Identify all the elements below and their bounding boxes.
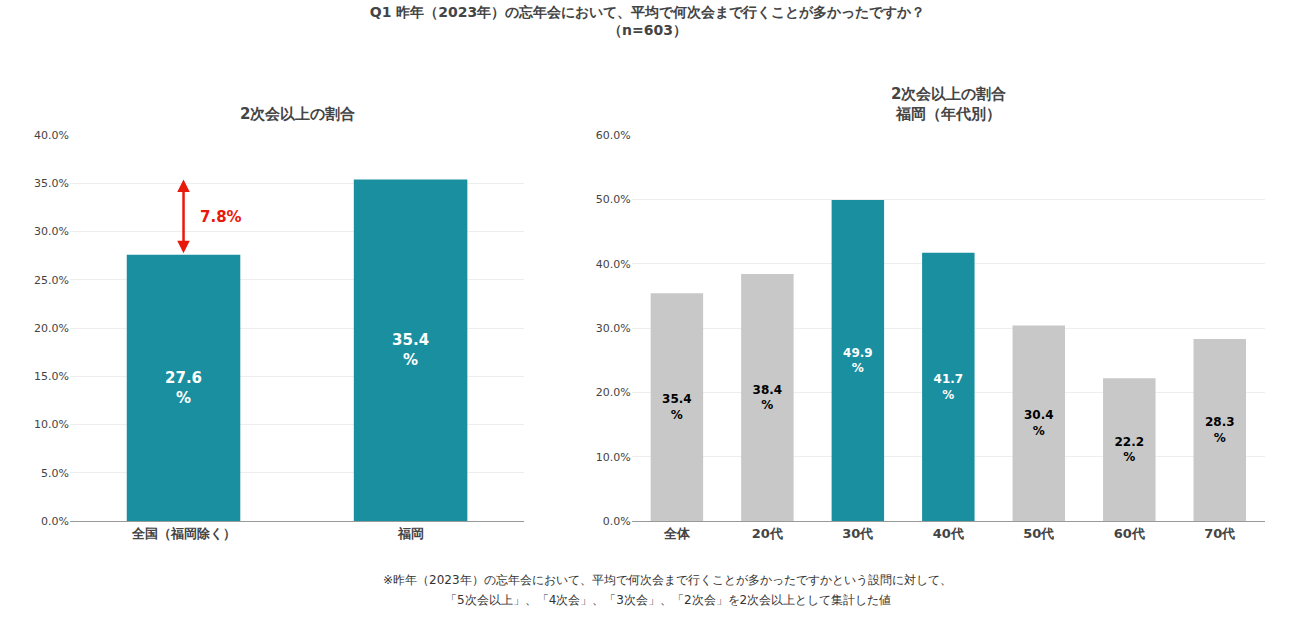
svg-text:10.0%: 10.0% [596,451,631,464]
svg-text:50代: 50代 [1023,526,1054,541]
svg-text:20.0%: 20.0% [34,322,69,335]
svg-text:全体: 全体 [663,526,691,541]
svg-text:福岡: 福岡 [397,526,424,541]
svg-text:0.0%: 0.0% [41,515,69,528]
svg-text:20代: 20代 [752,526,783,541]
svg-text:0.0%: 0.0% [603,515,631,528]
svg-text:40.0%: 40.0% [34,129,69,142]
svg-text:40.0%: 40.0% [596,258,631,271]
svg-text:35.0%: 35.0% [34,177,69,190]
svg-text:7.8%: 7.8% [200,208,242,226]
svg-text:2次会以上の割合: 2次会以上の割合 [240,105,355,123]
svg-text:20.0%: 20.0% [596,386,631,399]
svg-text:「5次会以上」、「4次会」、「3次会」、「2次会」を2次会以: 「5次会以上」、「4次会」、「3次会」、「2次会」を2次会以上として集計した値 [445,593,891,607]
svg-text:49.9%: 49.9% [843,346,873,376]
svg-text:※昨年（2023年）の忘年会において、平均で何次会まで行くこ: ※昨年（2023年）の忘年会において、平均で何次会まで行くことが多かったですかと… [383,573,952,587]
svg-text:28.3%: 28.3% [1205,415,1235,445]
svg-text:25.0%: 25.0% [34,274,69,287]
svg-text:Q1 昨年（2023年）の忘年会において、平均で何次会まで行: Q1 昨年（2023年）の忘年会において、平均で何次会まで行くことが多かったです… [370,4,925,38]
svg-text:30.4%: 30.4% [1024,408,1054,438]
svg-text:41.7%: 41.7% [934,372,964,402]
svg-text:5.0%: 5.0% [41,467,69,480]
svg-text:60.0%: 60.0% [596,129,631,142]
svg-text:70代: 70代 [1204,526,1235,541]
svg-text:60代: 60代 [1114,526,1145,541]
svg-text:40代: 40代 [933,526,964,541]
svg-text:30代: 30代 [842,526,873,541]
svg-text:30.0%: 30.0% [34,225,69,238]
svg-text:2次会以上の割合福岡（年代別）: 2次会以上の割合福岡（年代別） [891,85,1006,123]
svg-text:38.4%: 38.4% [753,383,783,413]
svg-text:全国（福岡除く）: 全国（福岡除く） [131,526,236,541]
svg-text:35.4%: 35.4% [392,331,429,369]
svg-text:35.4%: 35.4% [662,392,692,422]
svg-text:30.0%: 30.0% [596,322,631,335]
svg-text:15.0%: 15.0% [34,370,69,383]
svg-text:22.2%: 22.2% [1114,435,1144,465]
svg-text:27.6%: 27.6% [165,369,202,407]
svg-text:50.0%: 50.0% [596,193,631,206]
svg-text:10.0%: 10.0% [34,418,69,431]
